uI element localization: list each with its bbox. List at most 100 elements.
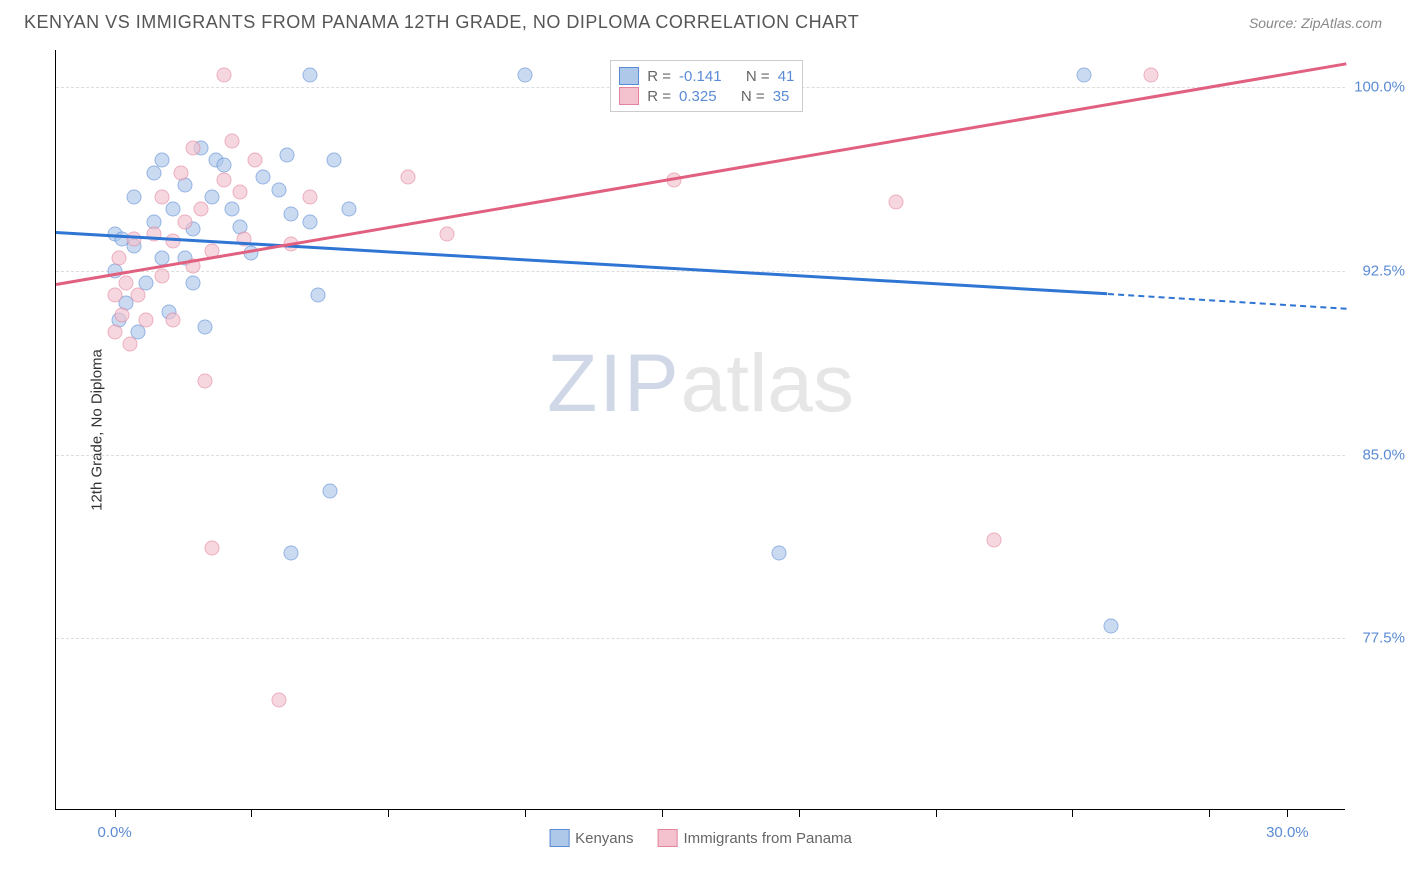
trend-line: [1107, 293, 1346, 310]
scatter-point: [127, 190, 142, 205]
legend-item: Kenyans: [549, 829, 633, 847]
x-tick: [525, 809, 526, 817]
x-tick: [936, 809, 937, 817]
scatter-point: [217, 67, 232, 82]
scatter-point: [107, 324, 122, 339]
legend-label: Kenyans: [575, 830, 633, 847]
y-tick-label: 92.5%: [1362, 262, 1405, 279]
n-value: 41: [778, 68, 795, 85]
r-label: R =: [647, 88, 671, 105]
y-tick-label: 85.0%: [1362, 446, 1405, 463]
scatter-point: [279, 148, 294, 163]
scatter-point: [283, 545, 298, 560]
scatter-point: [111, 251, 126, 266]
chart-title: KENYAN VS IMMIGRANTS FROM PANAMA 12TH GR…: [24, 12, 859, 33]
scatter-point: [127, 231, 142, 246]
scatter-point: [342, 202, 357, 217]
n-label: N =: [741, 88, 765, 105]
scatter-point: [889, 195, 904, 210]
scatter-point: [271, 182, 286, 197]
watermark-zip: ZIP: [547, 337, 681, 431]
scatter-point: [131, 288, 146, 303]
scatter-point: [256, 170, 271, 185]
legend-item: Immigrants from Panama: [657, 829, 851, 847]
scatter-point: [303, 190, 318, 205]
scatter-point: [197, 320, 212, 335]
scatter-point: [205, 540, 220, 555]
scatter-point: [185, 275, 200, 290]
x-tick: [1209, 809, 1210, 817]
scatter-point: [326, 153, 341, 168]
scatter-point: [138, 312, 153, 327]
scatter-point: [1077, 67, 1092, 82]
r-label: R =: [647, 68, 671, 85]
scatter-point: [217, 158, 232, 173]
scatter-point: [166, 202, 181, 217]
legend-swatch: [619, 67, 639, 85]
scatter-point: [174, 165, 189, 180]
scatter-point: [232, 185, 247, 200]
title-bar: KENYAN VS IMMIGRANTS FROM PANAMA 12TH GR…: [0, 0, 1406, 33]
y-tick-label: 77.5%: [1362, 630, 1405, 647]
scatter-point: [154, 268, 169, 283]
scatter-point: [248, 153, 263, 168]
scatter-point: [154, 153, 169, 168]
scatter-point: [1143, 67, 1158, 82]
scatter-point: [115, 307, 130, 322]
x-tick-label: 0.0%: [98, 824, 132, 841]
trend-line: [56, 231, 1108, 295]
scatter-point: [310, 288, 325, 303]
gridline: [56, 638, 1345, 639]
x-tick: [662, 809, 663, 817]
n-label: N =: [746, 68, 770, 85]
scatter-point: [178, 214, 193, 229]
scatter-point: [166, 312, 181, 327]
scatter-point: [224, 202, 239, 217]
scatter-point: [1104, 619, 1119, 634]
legend-label: Immigrants from Panama: [683, 830, 851, 847]
legend-swatch: [657, 829, 677, 847]
scatter-point: [322, 484, 337, 499]
scatter-point: [205, 190, 220, 205]
correlation-chart: 12th Grade, No Diploma ZIPatlas 77.5%85.…: [55, 50, 1345, 810]
scatter-point: [987, 533, 1002, 548]
scatter-point: [193, 202, 208, 217]
scatter-point: [772, 545, 787, 560]
x-tick: [1287, 809, 1288, 817]
scatter-point: [303, 214, 318, 229]
x-tick: [799, 809, 800, 817]
y-axis-title: 12th Grade, No Diploma: [88, 349, 105, 511]
x-tick: [1072, 809, 1073, 817]
bottom-legend: Kenyans Immigrants from Panama: [549, 829, 852, 847]
stats-row: R = 0.325 N = 35: [619, 87, 794, 105]
watermark: ZIPatlas: [547, 337, 854, 431]
stats-row: R = -0.141 N = 41: [619, 67, 794, 85]
x-tick: [388, 809, 389, 817]
scatter-point: [217, 172, 232, 187]
source-label: Source: ZipAtlas.com: [1249, 15, 1382, 31]
scatter-point: [154, 190, 169, 205]
legend-swatch: [549, 829, 569, 847]
r-value: 0.325: [679, 88, 717, 105]
legend-swatch: [619, 87, 639, 105]
r-value: -0.141: [679, 68, 722, 85]
scatter-point: [197, 373, 212, 388]
scatter-point: [400, 170, 415, 185]
scatter-point: [185, 141, 200, 156]
scatter-point: [283, 207, 298, 222]
n-value: 35: [773, 88, 790, 105]
scatter-point: [119, 275, 134, 290]
scatter-point: [224, 133, 239, 148]
scatter-point: [303, 67, 318, 82]
x-tick: [251, 809, 252, 817]
scatter-point: [271, 692, 286, 707]
scatter-point: [166, 234, 181, 249]
x-tick-label: 30.0%: [1266, 824, 1309, 841]
x-tick: [115, 809, 116, 817]
scatter-point: [107, 288, 122, 303]
y-tick-label: 100.0%: [1354, 78, 1405, 95]
scatter-point: [123, 337, 138, 352]
scatter-point: [518, 67, 533, 82]
gridline: [56, 455, 1345, 456]
scatter-point: [439, 226, 454, 241]
